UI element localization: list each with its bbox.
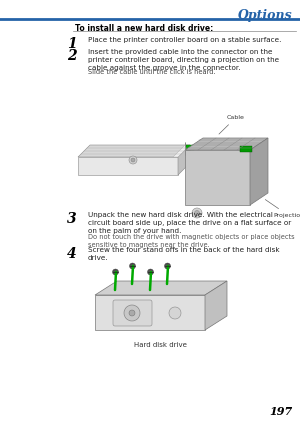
Text: Unpack the new hard disk drive. With the electrical
circuit board side up, place: Unpack the new hard disk drive. With the… — [88, 212, 291, 234]
Polygon shape — [205, 281, 227, 330]
Polygon shape — [173, 145, 190, 157]
Text: Do not touch the drive with magnetic objects or place objects
sensitive to magne: Do not touch the drive with magnetic obj… — [88, 234, 295, 247]
Text: Slide the cable until the click is heard.: Slide the cable until the click is heard… — [88, 69, 216, 75]
Polygon shape — [185, 150, 250, 205]
Text: Projection: Projection — [265, 200, 300, 218]
Polygon shape — [78, 145, 190, 157]
Circle shape — [129, 310, 135, 316]
Polygon shape — [78, 157, 178, 175]
Text: To install a new hard disk drive:: To install a new hard disk drive: — [75, 24, 213, 33]
Circle shape — [148, 269, 154, 275]
Text: 197: 197 — [270, 406, 293, 417]
Circle shape — [131, 158, 135, 162]
Bar — [186, 145, 194, 150]
Text: Options: Options — [238, 9, 293, 22]
Circle shape — [164, 263, 170, 269]
Text: 4: 4 — [67, 247, 77, 261]
Bar — [240, 146, 252, 152]
Circle shape — [130, 263, 136, 269]
Circle shape — [124, 305, 140, 321]
Circle shape — [192, 208, 202, 218]
Text: 3: 3 — [67, 212, 77, 226]
Text: 2: 2 — [67, 49, 77, 63]
Circle shape — [169, 307, 181, 319]
Polygon shape — [185, 138, 268, 150]
Text: Cable: Cable — [219, 115, 245, 134]
FancyBboxPatch shape — [113, 300, 152, 326]
Polygon shape — [95, 281, 227, 295]
Text: Screw the four stand offs in the back of the hard disk
drive.: Screw the four stand offs in the back of… — [88, 247, 280, 261]
Polygon shape — [250, 138, 268, 205]
Polygon shape — [178, 145, 190, 175]
Circle shape — [194, 210, 200, 215]
Circle shape — [129, 156, 137, 164]
Circle shape — [112, 269, 118, 275]
Text: Hard disk drive: Hard disk drive — [134, 342, 186, 348]
Text: 1: 1 — [67, 37, 77, 51]
Polygon shape — [95, 295, 205, 330]
Text: Insert the provided cable into the connector on the
printer controller board, di: Insert the provided cable into the conne… — [88, 49, 279, 71]
Text: Place the printer controller board on a stable surface.: Place the printer controller board on a … — [88, 37, 281, 43]
